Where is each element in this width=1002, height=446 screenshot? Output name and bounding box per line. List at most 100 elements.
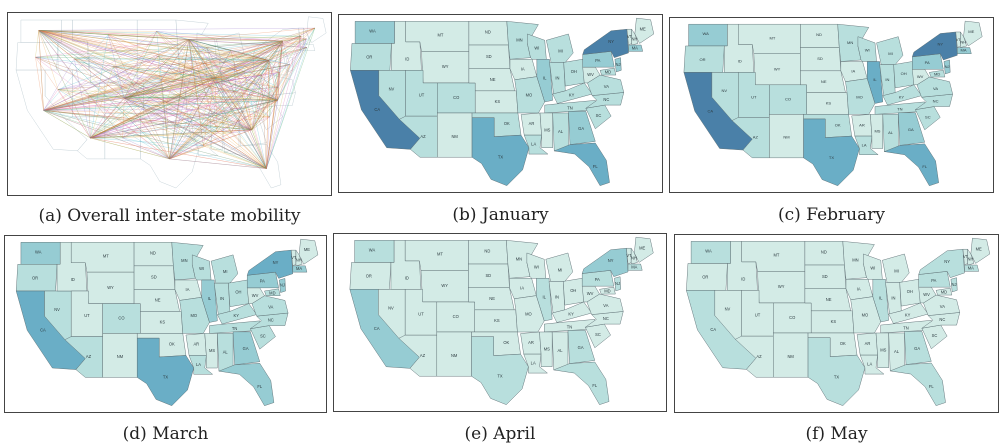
state-label-nh: NH <box>296 258 302 263</box>
state-label-tx: TX <box>497 373 503 378</box>
flow-line <box>43 31 157 111</box>
state-label-la: LA <box>531 142 536 147</box>
flow-line <box>161 60 270 80</box>
state-nh <box>630 247 638 265</box>
flow-line <box>188 39 280 73</box>
state-label-ks: KS <box>495 99 501 104</box>
flow-line <box>261 74 267 169</box>
state-label-wy: WY <box>778 284 785 289</box>
state-nh <box>295 249 303 267</box>
state-label-nc: NC <box>268 317 274 322</box>
flow-line <box>192 68 278 101</box>
state-md <box>264 288 281 296</box>
state-label-id: ID <box>405 56 409 61</box>
flow-line <box>43 38 307 111</box>
state-label-sc: SC <box>596 113 602 118</box>
state-label-nd: ND <box>485 29 491 34</box>
flow-line <box>268 40 283 61</box>
state-label-ar: AR <box>859 122 865 127</box>
state-label-ok: OK <box>504 121 510 126</box>
flow-line <box>57 89 170 160</box>
flow-line <box>268 60 278 88</box>
flow-line <box>43 39 189 111</box>
state-label-wv: WV <box>917 74 924 79</box>
flow-line <box>277 64 290 101</box>
state-label-ar: AR <box>865 341 871 346</box>
state-ms <box>875 332 889 368</box>
state-ga <box>232 331 261 366</box>
state-me <box>970 237 991 264</box>
state-label-ma: MA <box>632 45 638 50</box>
state-label-sc: SC <box>925 114 931 119</box>
state-ny <box>582 28 629 58</box>
state-label-sc: SC <box>260 334 266 339</box>
flow-line <box>240 99 278 110</box>
flow-line <box>35 57 44 111</box>
state-label-al: AL <box>558 348 564 353</box>
state-label-co: CO <box>118 315 124 320</box>
flow-line <box>217 99 278 132</box>
flow-line <box>58 89 267 169</box>
flow-line <box>282 35 302 42</box>
state-ga <box>904 331 932 365</box>
state-label-wv: WV <box>923 292 930 297</box>
state-label-tx: TX <box>834 374 840 379</box>
state-label-oh: OH <box>571 69 577 74</box>
flow-line <box>90 129 252 139</box>
state-label-va: VA <box>933 86 938 91</box>
flow-line <box>90 137 267 169</box>
state-ms <box>539 112 553 148</box>
flow-line <box>214 64 290 79</box>
flow-line <box>108 34 189 40</box>
state-fl <box>889 362 946 406</box>
state-label-pa: PA <box>925 60 930 65</box>
flow-line <box>124 38 307 99</box>
flow-line <box>38 30 290 65</box>
flow-line <box>251 129 267 169</box>
state-label-va: VA <box>940 304 945 309</box>
state-label-nm: NM <box>451 134 458 139</box>
flow-line <box>214 60 270 79</box>
flow-line <box>266 116 270 169</box>
flow-line <box>268 38 307 61</box>
state-az <box>65 116 106 160</box>
flow-line <box>251 116 270 130</box>
flow-line <box>112 60 269 68</box>
flow-line <box>161 79 278 101</box>
state-label-mt: MT <box>437 33 443 38</box>
flow-line <box>43 98 125 111</box>
flow-line <box>90 108 241 139</box>
state-label-wy: WY <box>442 64 449 69</box>
state-label-nv: NV <box>725 306 731 311</box>
state-label-sc: SC <box>595 332 601 337</box>
flow-line <box>124 27 315 99</box>
state-label-ne: NE <box>490 77 496 82</box>
flow-line <box>124 31 157 99</box>
flow-line <box>90 95 199 139</box>
flow-line <box>206 47 278 101</box>
state-label-ny: NY <box>273 260 279 265</box>
flow-line <box>242 95 278 101</box>
state-label-ne: NE <box>155 298 161 303</box>
state-label-ut: UT <box>418 312 424 317</box>
state-label-ut: UT <box>751 94 757 99</box>
state-label-va: VA <box>604 84 609 89</box>
flow-line <box>38 30 44 111</box>
state-label-nm: NM <box>451 353 458 358</box>
state-label-ok: OK <box>835 122 841 127</box>
state-label-ky: KY <box>569 93 575 98</box>
flow-line <box>38 27 315 31</box>
state-label-wy: WY <box>107 285 114 290</box>
state-label-id: ID <box>71 277 75 282</box>
state-label-pa: PA <box>931 278 936 283</box>
flow-line <box>38 30 158 57</box>
state-label-ia: IA <box>520 285 524 290</box>
flow-line <box>192 60 270 70</box>
state-label-ms: MS <box>544 346 550 351</box>
flow-line <box>88 95 267 169</box>
state-label-wi: WI <box>865 48 870 53</box>
state-label-co: CO <box>453 314 459 319</box>
state-nj <box>279 278 286 293</box>
state-fl <box>552 361 610 405</box>
state-label-ia: IA <box>857 286 861 291</box>
